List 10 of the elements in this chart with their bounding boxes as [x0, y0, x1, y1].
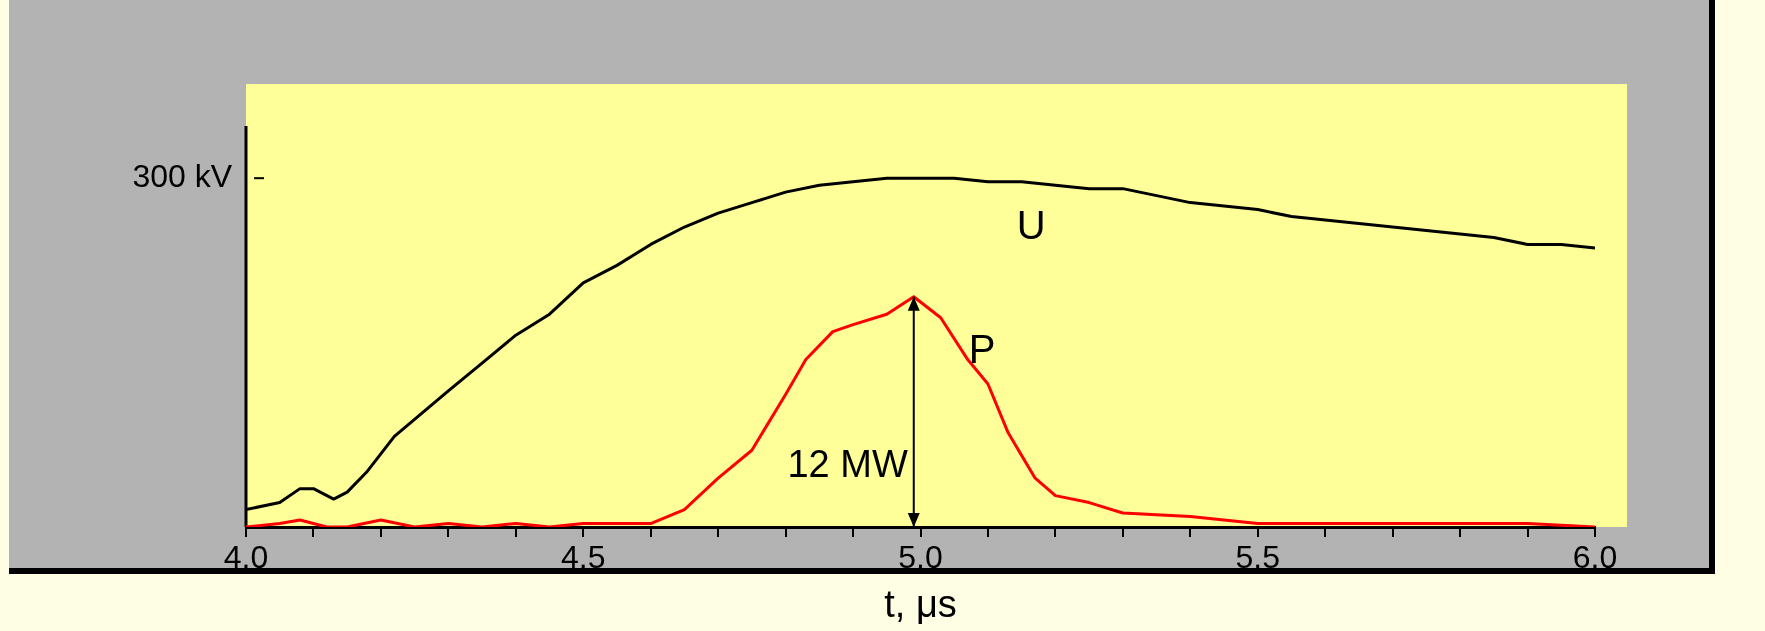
x-tick-label: 5.0: [898, 539, 943, 576]
x-axis-title: t, μs: [884, 582, 957, 625]
series-label: U: [1016, 203, 1046, 248]
x-tick-label: 6.0: [1572, 539, 1618, 576]
series-label: P: [968, 326, 996, 371]
annotation: 12 MW: [787, 443, 908, 486]
x-tick-label: 4.5: [561, 539, 606, 576]
x-tick-label: 4.0: [223, 539, 269, 576]
text: 300 kV: [132, 158, 233, 195]
x-tick-label: 5.5: [1235, 539, 1280, 576]
